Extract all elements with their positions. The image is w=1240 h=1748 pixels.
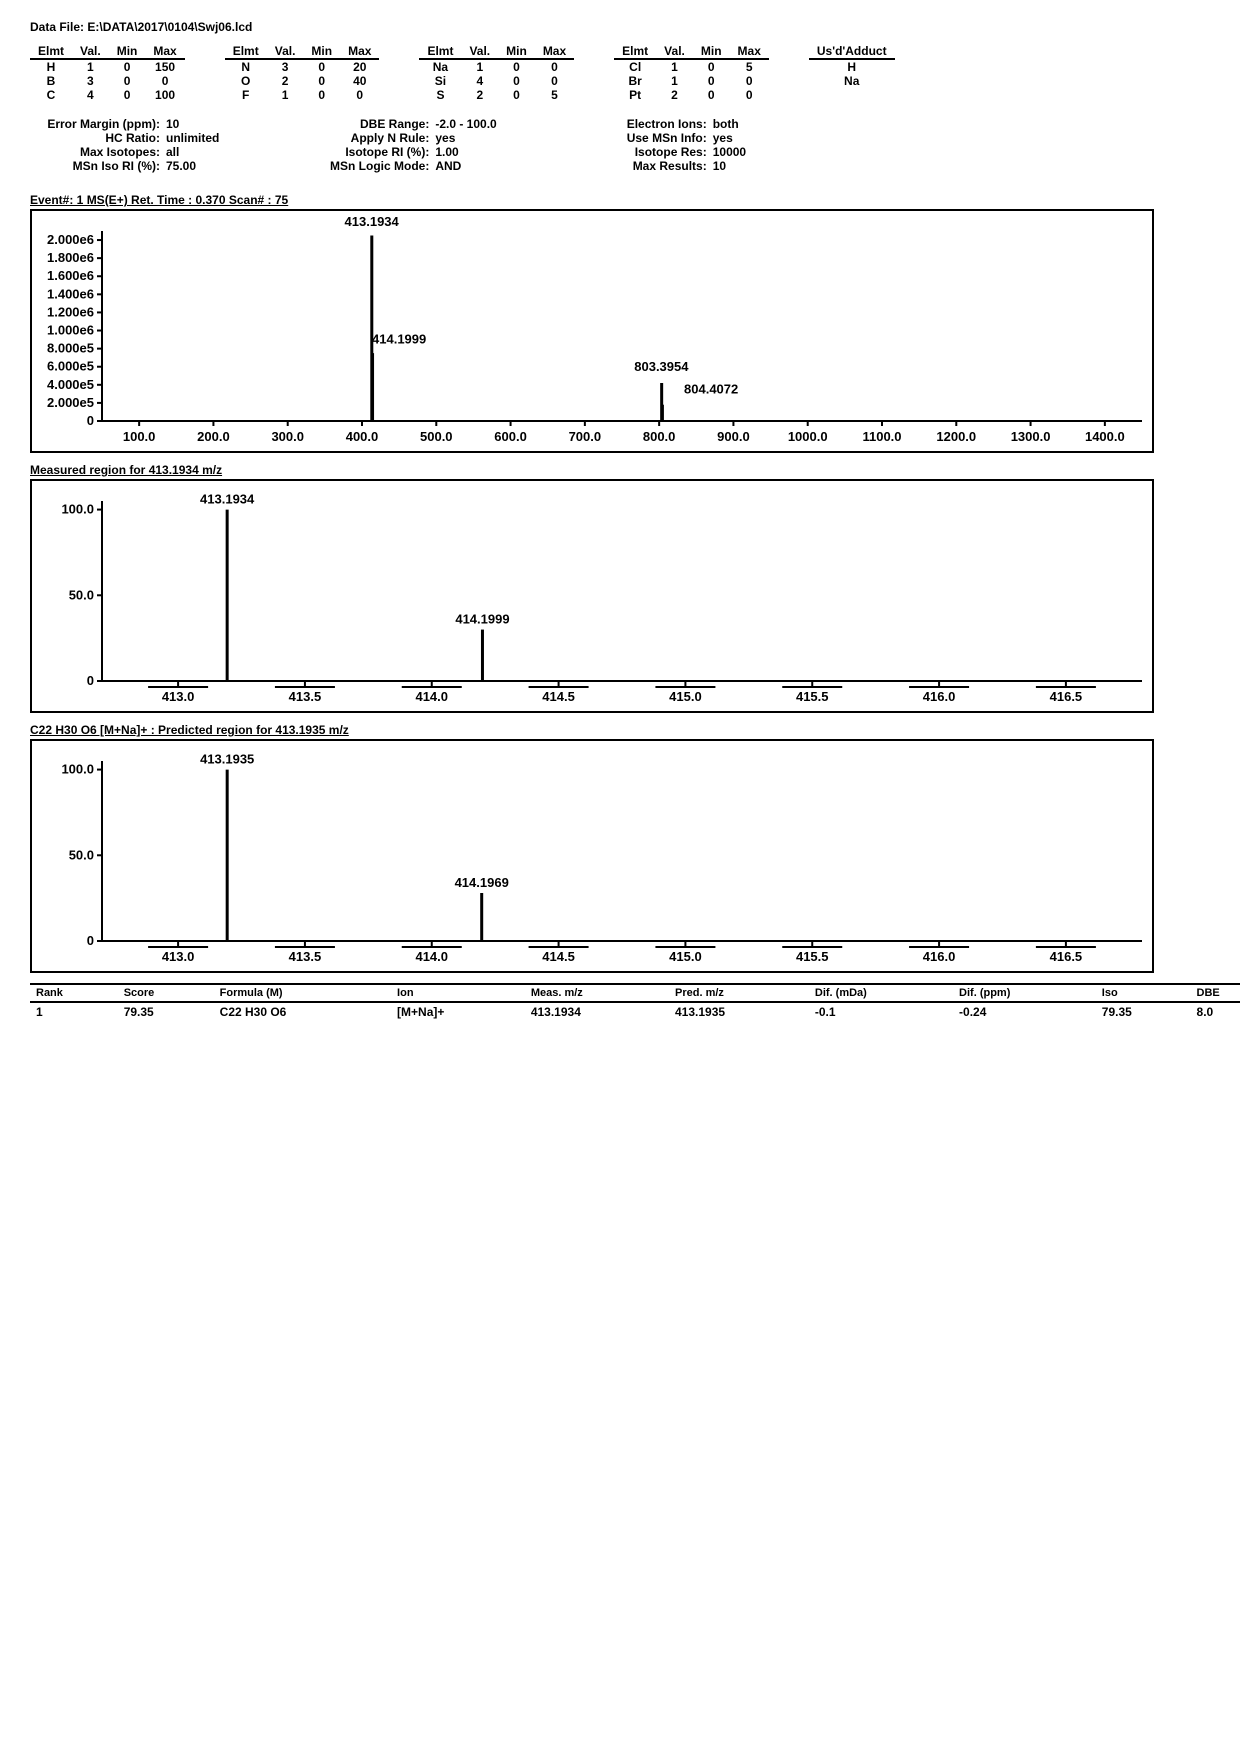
svg-text:413.5: 413.5 — [289, 949, 322, 964]
svg-text:416.0: 416.0 — [923, 689, 956, 704]
svg-text:1200.0: 1200.0 — [936, 429, 976, 444]
svg-text:415.0: 415.0 — [669, 689, 702, 704]
svg-text:0: 0 — [87, 413, 94, 428]
svg-text:2.000e5: 2.000e5 — [47, 395, 94, 410]
chart2-title: Measured region for 413.1934 m/z — [30, 463, 1240, 477]
svg-text:1.000e6: 1.000e6 — [47, 323, 94, 338]
svg-text:414.5: 414.5 — [542, 949, 575, 964]
chart2-measured-region: 0 50.0 100.0 413.0 413.5 414.0 414.5 415.0 415.5… — [30, 479, 1154, 713]
svg-text:415.0: 415.0 — [669, 949, 702, 964]
svg-text:700.0: 700.0 — [569, 429, 602, 444]
data-file-path: E:\DATA\2017\0104\Swj06.lcd — [87, 20, 252, 34]
svg-text:414.0: 414.0 — [415, 949, 448, 964]
svg-text:1.600e6: 1.600e6 — [47, 268, 94, 283]
svg-text:413.0: 413.0 — [162, 689, 195, 704]
svg-text:416.5: 416.5 — [1050, 949, 1083, 964]
chart3-title: C22 H30 O6 [M+Na]+ : Predicted region fo… — [30, 723, 1240, 737]
svg-text:414.1999: 414.1999 — [455, 612, 509, 627]
svg-text:416.5: 416.5 — [1050, 689, 1083, 704]
svg-text:500.0: 500.0 — [420, 429, 453, 444]
svg-text:413.1934: 413.1934 — [200, 492, 255, 507]
element-constraints: ElmtVal.MinMaxH10150B300C40100ElmtVal.Mi… — [30, 44, 1240, 102]
svg-text:50.0: 50.0 — [69, 587, 94, 602]
svg-text:413.0: 413.0 — [162, 949, 195, 964]
svg-text:804.4072: 804.4072 — [684, 381, 738, 396]
svg-text:414.5: 414.5 — [542, 689, 575, 704]
svg-text:6.000e5: 6.000e5 — [47, 359, 94, 374]
svg-text:1000.0: 1000.0 — [788, 429, 828, 444]
svg-text:416.0: 416.0 — [923, 949, 956, 964]
svg-text:300.0: 300.0 — [271, 429, 304, 444]
data-file-label: Data File: — [30, 20, 84, 34]
svg-text:413.5: 413.5 — [289, 689, 322, 704]
svg-text:600.0: 600.0 — [494, 429, 527, 444]
analysis-params: Error Margin (ppm):10HC Ratio:unlimitedM… — [30, 117, 1240, 173]
results-table: RankScoreFormula (M)IonMeas. m/zPred. m/… — [30, 983, 1240, 1021]
svg-text:400.0: 400.0 — [346, 429, 379, 444]
svg-text:1.200e6: 1.200e6 — [47, 304, 94, 319]
svg-text:1.400e6: 1.400e6 — [47, 286, 94, 301]
svg-text:1100.0: 1100.0 — [862, 429, 901, 444]
svg-text:414.1999: 414.1999 — [372, 332, 426, 347]
svg-text:50.0: 50.0 — [69, 847, 94, 862]
svg-text:415.5: 415.5 — [796, 949, 829, 964]
svg-text:1.800e6: 1.800e6 — [47, 250, 94, 265]
svg-text:900.0: 900.0 — [717, 429, 750, 444]
svg-text:100.0: 100.0 — [61, 762, 94, 777]
chart3-predicted-region: 0 50.0 100.0 413.0 413.5 414.0 414.5 415.0 415.5… — [30, 739, 1154, 973]
svg-text:4.000e5: 4.000e5 — [47, 377, 94, 392]
svg-text:414.1969: 414.1969 — [455, 875, 509, 890]
svg-text:414.0: 414.0 — [415, 689, 448, 704]
svg-text:0: 0 — [87, 933, 94, 948]
svg-text:413.1935: 413.1935 — [200, 752, 254, 767]
svg-text:8.000e5: 8.000e5 — [47, 341, 94, 356]
svg-text:413.1934: 413.1934 — [345, 214, 400, 229]
svg-text:800.0: 800.0 — [643, 429, 676, 444]
svg-text:2.000e6: 2.000e6 — [47, 232, 94, 247]
svg-text:1400.0: 1400.0 — [1085, 429, 1125, 444]
chart1-spectrum: 0 2.000e5 4.000e5 6.000e5 8.000e5 1.000e6 1.20… — [30, 209, 1154, 453]
svg-text:100.0: 100.0 — [123, 429, 156, 444]
svg-text:0: 0 — [87, 673, 94, 688]
svg-text:200.0: 200.0 — [197, 429, 230, 444]
chart1-title: Event#: 1 MS(E+) Ret. Time : 0.370 Scan#… — [30, 193, 1240, 207]
svg-text:100.0: 100.0 — [61, 502, 94, 517]
svg-text:415.5: 415.5 — [796, 689, 829, 704]
svg-text:1300.0: 1300.0 — [1011, 429, 1051, 444]
data-file-header: Data File: E:\DATA\2017\0104\Swj06.lcd — [30, 20, 1240, 34]
svg-text:803.3954: 803.3954 — [634, 359, 689, 374]
